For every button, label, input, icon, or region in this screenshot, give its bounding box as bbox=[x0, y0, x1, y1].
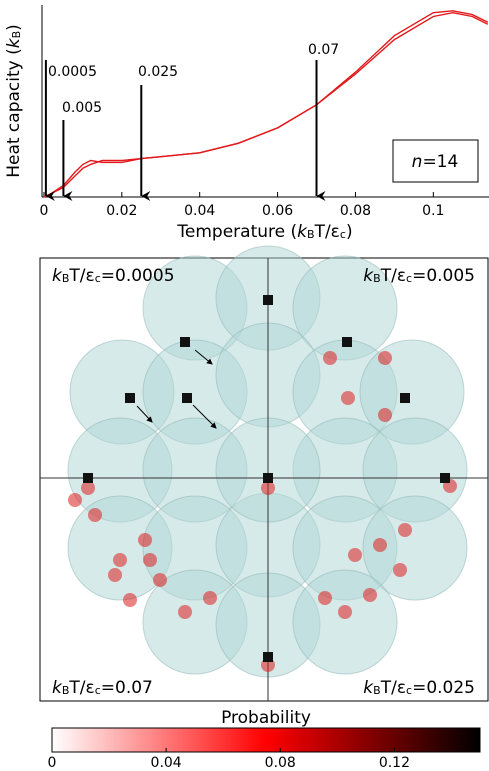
probability-peak bbox=[263, 652, 273, 662]
colorbar-tick-label: 0.12 bbox=[379, 755, 410, 771]
probability-peak bbox=[263, 295, 273, 305]
label-part: k bbox=[363, 266, 374, 286]
colorbar-tick-label: 0 bbox=[48, 755, 57, 771]
label-part: =0.07 bbox=[101, 678, 153, 698]
heat-capacity-chart: 0 0.02 0.04 0.06 0.08 0.1 0.0005 0.005 0.025 0.07… bbox=[4, 5, 489, 242]
subscript: c bbox=[406, 272, 412, 285]
label-part: k bbox=[297, 222, 308, 242]
motion-arrow bbox=[192, 404, 217, 429]
panel-label: kBT/εc=0.07 bbox=[52, 678, 153, 698]
probability-spot bbox=[88, 508, 102, 522]
subscript: B bbox=[307, 228, 315, 241]
probability-peak bbox=[342, 337, 352, 347]
probability-spot bbox=[318, 591, 332, 605]
subscript: c bbox=[340, 228, 346, 241]
panel-label: kBT/εc=0.0005 bbox=[52, 266, 175, 286]
label-part: k bbox=[4, 37, 24, 48]
subscript: B bbox=[62, 684, 70, 697]
motion-arrow bbox=[136, 405, 153, 423]
probability-spot bbox=[108, 568, 122, 582]
label-part: T/ε bbox=[68, 266, 94, 286]
arrow-label: 0.0005 bbox=[48, 64, 97, 80]
annotation-box bbox=[392, 139, 479, 183]
y-axis-label: Heat capacity (kB) bbox=[4, 24, 24, 178]
label-part: T/ε bbox=[380, 266, 406, 286]
x-tick-label: 0.04 bbox=[184, 203, 215, 219]
label-part: ) bbox=[346, 222, 353, 242]
annotation-part: =14 bbox=[422, 152, 458, 172]
arrow-label: 0.07 bbox=[308, 42, 339, 58]
probability-spot bbox=[373, 538, 387, 552]
probability-peak bbox=[440, 473, 450, 483]
label-part: Temperature ( bbox=[176, 222, 297, 242]
label-part: k bbox=[363, 678, 374, 698]
subscript: c bbox=[406, 684, 412, 697]
probability-spot bbox=[153, 573, 167, 587]
probability-spot bbox=[323, 351, 337, 365]
label-part: k bbox=[52, 266, 63, 286]
label-part: T/ε bbox=[68, 678, 94, 698]
x-tick-label: 0.02 bbox=[106, 203, 137, 219]
arrow-label: 0.025 bbox=[138, 64, 178, 80]
probability-peak bbox=[83, 473, 93, 483]
probability-spot bbox=[203, 591, 217, 605]
label-part: T/ε bbox=[314, 222, 340, 242]
probability-spot bbox=[68, 493, 82, 507]
sphere bbox=[362, 495, 468, 601]
probability-spot bbox=[113, 553, 127, 567]
probability-spot bbox=[378, 351, 392, 365]
probability-peak bbox=[400, 393, 410, 403]
sphere bbox=[292, 569, 398, 675]
probability-spot bbox=[138, 533, 152, 547]
probability-spot bbox=[143, 553, 157, 567]
probability-spot bbox=[338, 605, 352, 619]
heat-capacity-line bbox=[43, 10, 489, 198]
colorbar bbox=[51, 727, 481, 753]
probability-spot bbox=[378, 408, 392, 422]
probability-spot bbox=[393, 563, 407, 577]
motion-arrow bbox=[194, 349, 213, 365]
probability-peak bbox=[263, 473, 273, 483]
probability-spot bbox=[81, 481, 95, 495]
probability-spot bbox=[398, 523, 412, 537]
probability-peak bbox=[180, 337, 190, 347]
label-part: =0.0005 bbox=[101, 266, 175, 286]
x-tick-label: 0.1 bbox=[422, 203, 444, 219]
probability-spot bbox=[363, 588, 377, 602]
label-part: Heat capacity ( bbox=[4, 48, 24, 178]
probability-spot bbox=[123, 593, 137, 607]
panel-label: kBT/εc=0.025 bbox=[363, 678, 475, 698]
colorbar-label: Probability bbox=[221, 708, 311, 728]
label-part: T/ε bbox=[380, 678, 406, 698]
subscript: B bbox=[373, 272, 381, 285]
probability-peak bbox=[182, 393, 192, 403]
annotation-part: n bbox=[412, 152, 423, 172]
annotation: n=14 bbox=[412, 152, 459, 172]
subscript: B bbox=[10, 31, 23, 39]
panel-label: kBT/εc=0.005 bbox=[363, 266, 475, 286]
label-part: ) bbox=[4, 24, 24, 31]
colorbar-tick-label: 0.08 bbox=[265, 755, 296, 771]
label-part: =0.025 bbox=[412, 678, 475, 698]
x-axis-label: Temperature (kBT/εc) bbox=[176, 222, 352, 242]
subscript: B bbox=[373, 684, 381, 697]
label-part: k bbox=[52, 678, 63, 698]
colorbar-tick-label: 0.04 bbox=[151, 755, 182, 771]
x-tick-label: 0.08 bbox=[340, 203, 371, 219]
x-tick-label: 0 bbox=[39, 203, 48, 219]
probability-spot bbox=[261, 481, 275, 495]
arrow-label: 0.005 bbox=[62, 100, 102, 116]
label-part: =0.005 bbox=[412, 266, 475, 286]
subscript: B bbox=[62, 272, 70, 285]
probability-spot bbox=[348, 548, 362, 562]
x-tick-label: 0.06 bbox=[262, 203, 293, 219]
probability-peak bbox=[125, 393, 135, 403]
subscript: c bbox=[95, 684, 101, 697]
subscript: c bbox=[95, 272, 101, 285]
probability-spot bbox=[178, 605, 192, 619]
probability-spot bbox=[341, 391, 355, 405]
